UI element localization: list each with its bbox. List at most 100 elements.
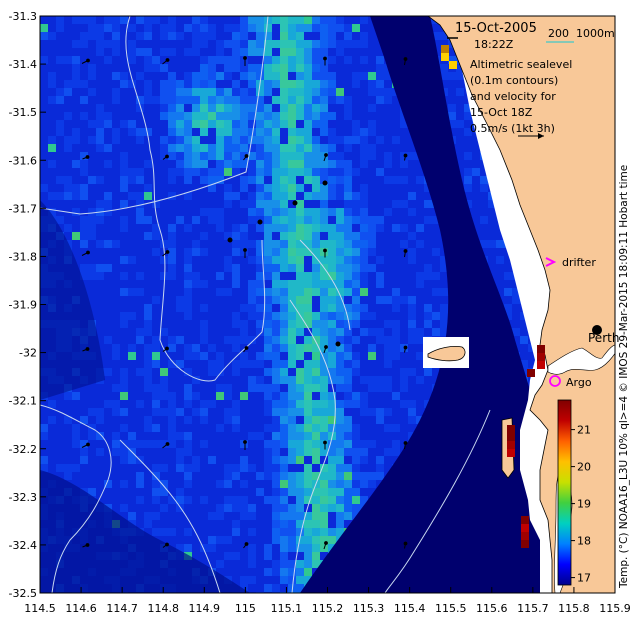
sst-pixel xyxy=(256,552,264,560)
sst-pixel xyxy=(192,104,200,112)
sst-pixel xyxy=(272,208,280,216)
sst-pixel xyxy=(216,152,224,160)
sst-pixel xyxy=(136,320,144,328)
sst-pixel xyxy=(216,472,224,480)
sst-pixel xyxy=(232,336,240,344)
sst-pixel xyxy=(248,344,256,352)
sst-pixel xyxy=(304,24,312,32)
sst-pixel xyxy=(208,424,216,432)
velocity-arrow-head xyxy=(323,440,327,445)
sst-pixel xyxy=(200,512,208,520)
sst-pixel xyxy=(184,504,192,512)
sst-pixel xyxy=(312,400,320,408)
sst-pixel xyxy=(136,256,144,264)
sst-pixel xyxy=(256,296,264,304)
sst-pixel xyxy=(352,384,360,392)
sst-pixel xyxy=(296,568,304,576)
sst-pixel xyxy=(280,480,288,488)
sst-pixel xyxy=(296,296,304,304)
sst-pixel xyxy=(184,176,192,184)
sst-pixel xyxy=(216,272,224,280)
sst-pixel xyxy=(488,224,496,232)
sst-pixel xyxy=(200,360,208,368)
sst-pixel xyxy=(112,224,120,232)
sst-pixel xyxy=(152,32,160,40)
sst-pixel xyxy=(344,336,352,344)
sst-pixel xyxy=(168,384,176,392)
sst-pixel xyxy=(352,488,360,496)
sst-pixel xyxy=(344,64,352,72)
sst-pixel xyxy=(176,472,184,480)
sst-pixel xyxy=(176,224,184,232)
sst-pixel xyxy=(312,240,320,248)
sst-pixel xyxy=(288,16,296,24)
sst-pixel xyxy=(320,224,328,232)
sst-pixel xyxy=(296,16,304,24)
sst-pixel xyxy=(280,584,288,592)
sst-pixel xyxy=(216,392,224,400)
sst-pixel xyxy=(176,232,184,240)
sst-pixel xyxy=(496,272,504,280)
sst-pixel xyxy=(152,384,160,392)
sst-pixel xyxy=(192,296,200,304)
sst-pixel xyxy=(320,424,328,432)
sst-pixel xyxy=(40,440,48,448)
sst-pixel xyxy=(288,248,296,256)
sst-pixel xyxy=(240,232,248,240)
sst-pixel xyxy=(344,496,352,504)
sst-pixel xyxy=(128,384,136,392)
sst-pixel xyxy=(224,376,232,384)
sst-pixel xyxy=(360,376,368,384)
sst-pixel xyxy=(128,224,136,232)
sst-pixel xyxy=(264,72,272,80)
sst-pixel xyxy=(56,160,64,168)
sst-pixel xyxy=(312,528,320,536)
sst-pixel xyxy=(104,328,112,336)
sst-pixel xyxy=(272,152,280,160)
sst-pixel xyxy=(272,72,280,80)
sst-pixel xyxy=(192,448,200,456)
sst-pixel xyxy=(336,288,344,296)
sst-pixel xyxy=(328,368,336,376)
sst-pixel xyxy=(352,248,360,256)
sst-pixel xyxy=(408,232,416,240)
perth-marker xyxy=(592,325,602,335)
sst-pixel xyxy=(232,152,240,160)
sst-pixel xyxy=(128,488,136,496)
sst-pixel xyxy=(256,544,264,552)
sst-pixel xyxy=(224,368,232,376)
sst-pixel xyxy=(176,312,184,320)
sst-pixel xyxy=(80,448,88,456)
sst-pixel xyxy=(88,160,96,168)
sst-pixel xyxy=(376,200,384,208)
sst-pixel xyxy=(96,392,104,400)
altimetry-line-3: and velocity for xyxy=(470,90,556,103)
sst-pixel xyxy=(160,176,168,184)
sst-pixel xyxy=(144,528,152,536)
sst-pixel xyxy=(360,464,368,472)
sst-pixel xyxy=(360,384,368,392)
sst-pixel xyxy=(168,104,176,112)
sst-pixel xyxy=(152,352,160,360)
sst-pixel xyxy=(312,432,320,440)
sst-pixel xyxy=(144,368,152,376)
sst-pixel xyxy=(40,80,48,88)
sst-pixel xyxy=(368,152,376,160)
sst-pixel xyxy=(336,112,344,120)
sst-pixel xyxy=(312,72,320,80)
sst-pixel xyxy=(120,88,128,96)
sst-pixel xyxy=(200,528,208,536)
sst-pixel xyxy=(112,376,120,384)
sst-pixel xyxy=(288,88,296,96)
sst-pixel xyxy=(336,360,344,368)
sst-pixel xyxy=(152,136,160,144)
sst-pixel xyxy=(424,248,432,256)
sst-pixel xyxy=(72,120,80,128)
sst-pixel xyxy=(176,176,184,184)
sst-pixel xyxy=(232,408,240,416)
sst-pixel xyxy=(152,528,160,536)
sst-pixel xyxy=(152,64,160,72)
sst-pixel xyxy=(352,192,360,200)
sst-pixel xyxy=(80,456,88,464)
sst-pixel xyxy=(248,520,256,528)
